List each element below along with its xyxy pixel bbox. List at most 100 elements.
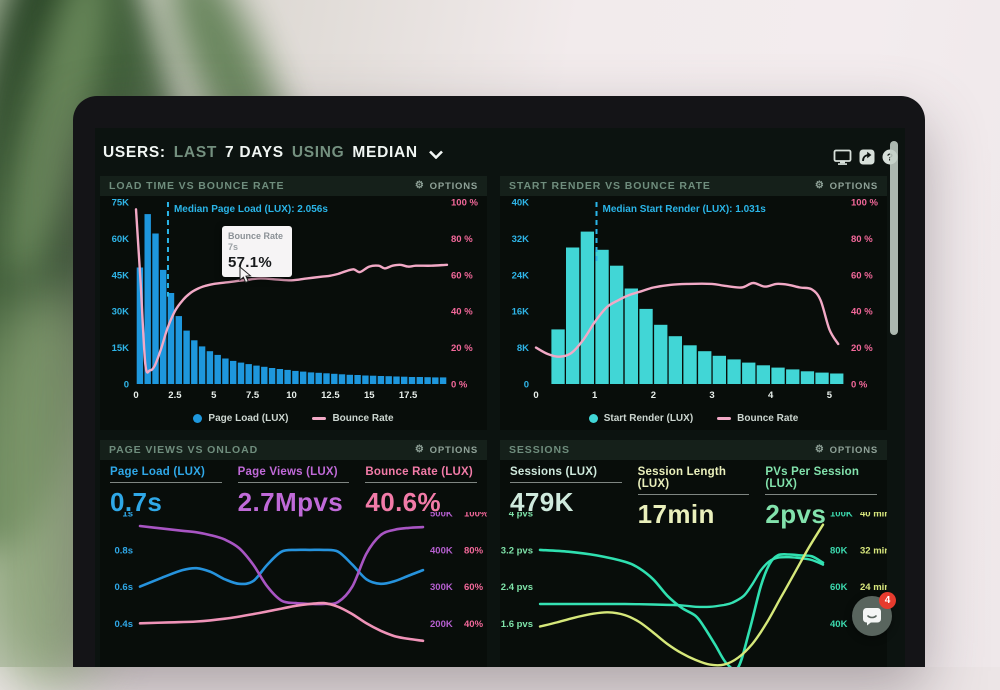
histogram-bar [354,375,361,384]
series-line-bounce-rate [534,281,840,358]
y-axis-tick: 40K [830,619,848,630]
histogram-bar [595,249,609,384]
options-button[interactable]: ⚙ OPTIONS [414,444,478,456]
y-axis-tick: 0 % [451,380,468,391]
y-axis-tick: 40 min [860,512,887,520]
y-axis-tick: 4 pvs [509,512,533,520]
page-views-chart[interactable]: 1s 0.8s 0.6s 0.4s 500K 400K 300K 200K 100% 80% 60%… [100,509,489,667]
histogram-bar [727,359,741,384]
y-axis-tick: 75K [112,198,130,209]
histogram-bar [624,288,638,384]
y-axis-tick: 80% [464,545,484,556]
histogram-bar [639,308,653,384]
series-line-page-views [138,524,425,606]
legend-item: Bounce Rate [312,413,394,424]
y-axis-tick: 16K [512,307,530,318]
header-segment: USERS: [103,144,166,161]
histogram-bar [315,372,322,384]
histogram-bar [167,293,175,384]
start-render-chart[interactable]: Median Start Render (LUX): 1.031s 40K 32K 2… [500,196,887,402]
histogram-bar [136,267,144,384]
histogram-bar [175,316,182,384]
header-segment: LAST [173,144,218,161]
histogram-bar [385,376,392,384]
histogram-bar [206,351,214,384]
histogram-bar [253,365,260,384]
date-range-dropdown[interactable]: USERS: LAST 7 DAYS USING MEDIAN [103,144,444,162]
gear-icon: ⚙ [814,180,825,191]
mouse-cursor-icon [239,266,252,284]
histogram-bar [245,364,252,384]
histogram-bar [307,372,315,384]
x-axis-tick: 15 [364,390,375,401]
metric-pvs-per-session: PVs Per Session (LUX) 2pvs [765,466,878,529]
histogram-bar [338,374,346,384]
y-axis-tick: 20 % [451,343,473,354]
histogram-bar [377,376,385,384]
options-button[interactable]: ⚙ OPTIONS [414,180,478,192]
chat-button[interactable]: 4 [852,592,896,636]
y-axis-tick: 2.4 pvs [501,582,533,593]
y-axis-tick: 60K [830,582,848,593]
header-segment: USING [291,144,345,161]
y-axis-tick: 45K [112,270,130,281]
histogram-bar [292,370,299,384]
metric-value: 479K [510,487,574,517]
histogram-bar [268,368,276,384]
tooltip-subtitle: 7s [228,242,239,252]
metric-value: 0.7s [110,487,163,517]
y-axis-tick: 0 [124,380,129,391]
histogram-bar [416,377,423,384]
histogram-bar [786,369,800,384]
x-axis-tick: 10 [286,390,297,401]
sessions-chart[interactable]: 4 pvs 3.2 pvs 2.4 pvs 1.6 pvs 100K 80K 60K 40K 4… [500,509,890,667]
header-segment: MEDIAN [352,144,418,161]
scrollbar[interactable] [890,141,898,335]
y-axis-tick: 0.8s [115,545,134,556]
histogram-bar [424,377,431,384]
options-button[interactable]: ⚙ OPTIONS [814,180,878,192]
series-line-sessions [538,548,825,667]
y-axis-tick: 30K [112,307,130,318]
panel-title: PAGE VIEWS VS ONLOAD [109,444,259,456]
histogram-bar [712,355,726,384]
y-axis-tick: 100 % [851,198,878,209]
x-axis-tick: 7.5 [246,390,260,401]
histogram-bar [323,373,330,384]
options-button[interactable]: ⚙ OPTIONS [814,444,878,456]
y-axis-tick: 24 min [860,582,887,593]
metric-label: Session Length (LUX) [637,466,750,495]
histogram-bar [237,362,245,384]
notification-badge: 4 [879,592,896,609]
load-time-chart[interactable]: Median Page Load (LUX): 2.056s 75K 60K 45K 3… [100,196,487,402]
legend-dot-marker [193,413,203,423]
histogram-bar [346,374,353,384]
histogram-bar [566,247,580,384]
histogram-bar [222,358,229,384]
histogram-bar [830,373,844,384]
y-axis-tick: 0.6s [115,582,134,593]
chart-tooltip: Bounce Rate 7s 57.1% [222,226,292,277]
histogram-bar [300,371,307,384]
y-axis-tick: 20 % [851,343,873,354]
y-axis-tick: 60 % [851,270,873,281]
tooltip-title: Bounce Rate [228,231,284,241]
series-line-page-load [138,548,425,588]
y-axis-tick: 24K [512,270,530,281]
tooltip-value: 57.1% [228,254,273,271]
histogram-bar [771,367,785,384]
histogram-bar [800,371,815,384]
display-icon[interactable] [833,149,852,165]
x-axis-tick: 12.5 [321,390,340,401]
y-axis-tick: 40% [464,619,484,630]
histogram-bar [230,360,237,384]
y-axis-tick: 500K [430,512,453,520]
y-axis-tick: 80 % [451,234,473,245]
gear-icon: ⚙ [814,444,825,455]
y-axis-tick: 0 % [851,380,868,391]
y-axis-tick: 0 [524,380,529,391]
share-icon[interactable] [859,149,875,165]
legend-item: Start Render (LUX) [588,413,693,424]
histogram-bar [261,366,268,384]
x-axis-tick: 1 [592,390,598,401]
